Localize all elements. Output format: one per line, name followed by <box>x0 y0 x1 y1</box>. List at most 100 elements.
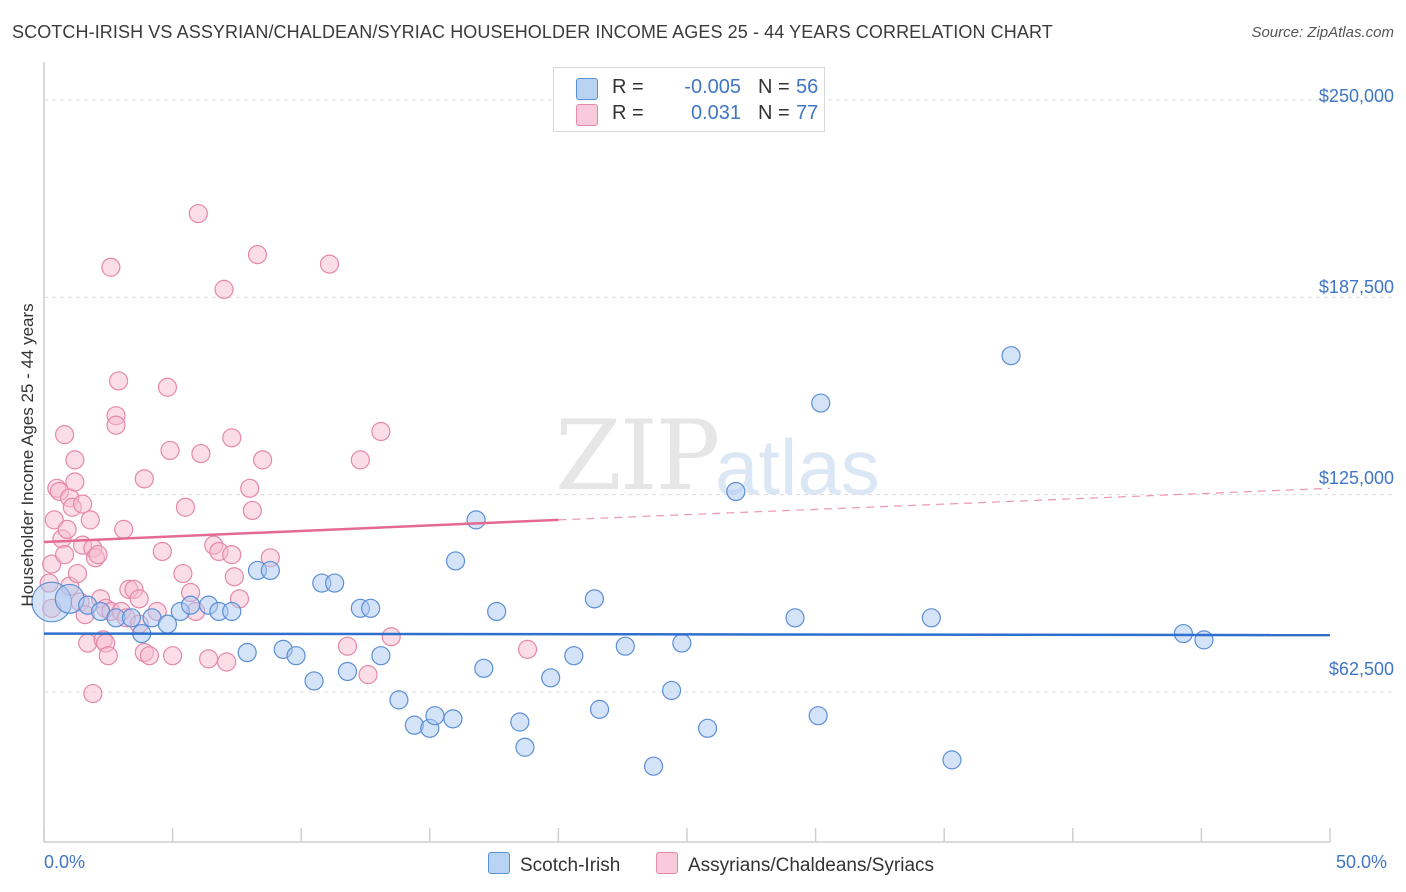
legend-label: Assyrians/Chaldeans/Syriacs <box>688 855 935 876</box>
assyrian-point <box>188 203 208 224</box>
assyrian-point <box>191 443 211 464</box>
n-value: 56 <box>796 76 819 98</box>
r-label: R = <box>612 76 644 98</box>
scotch-irish-point <box>515 737 535 757</box>
y-tick-label: $125,000 <box>1318 468 1394 488</box>
y-tick-label: $250,000 <box>1318 86 1394 106</box>
assyrian-point <box>242 500 262 521</box>
trend-line-assyrian <box>43 518 559 544</box>
stats-legend: R = -0.005 N = 56 R = 0.031 N = 77 <box>553 67 825 132</box>
scotch-irish-point <box>811 393 831 413</box>
scotch-irish-point <box>921 608 941 628</box>
assyrian-point <box>222 428 242 448</box>
assyrian-point <box>517 639 538 659</box>
assyrian-point <box>222 545 242 565</box>
scotch-irish-point <box>564 646 584 666</box>
assyrian-point <box>72 494 93 514</box>
scotch-irish-point <box>726 481 746 502</box>
legend-item-assyrians: Assyrians/Chaldeans/Syriacs <box>656 852 934 877</box>
assyrian-point <box>152 541 172 562</box>
scotch-irish-point <box>541 668 561 688</box>
y-tick-label: $62,500 <box>1328 659 1394 679</box>
assyrian-point <box>65 472 85 492</box>
assyrian-point <box>240 478 260 498</box>
assyrian-point <box>108 371 129 391</box>
scotch-irish-point <box>510 712 530 732</box>
source-label: Source: ZipAtlas.com <box>1251 24 1394 41</box>
assyrian-point <box>101 257 121 277</box>
assyrian-point <box>57 519 77 539</box>
scotch-irish-point <box>643 756 664 776</box>
y-axis-label: Householder Income Ages 25 - 44 years <box>18 303 37 607</box>
watermark-zip: ZIP <box>555 400 720 512</box>
scotch-irish-point <box>361 598 381 618</box>
assyrian-point <box>175 497 196 517</box>
assyrian-point <box>44 510 64 530</box>
scotch-irish-point <box>121 608 142 628</box>
assyrian-point <box>83 683 103 704</box>
scotch-irish-point <box>584 589 605 609</box>
scotch-irish-point <box>1194 630 1214 650</box>
blue-swatch-icon <box>576 78 598 100</box>
r-value: -0.005 <box>684 76 741 98</box>
pink-swatch-icon <box>576 104 598 126</box>
blue-swatch-icon <box>488 852 510 874</box>
r-label: R = <box>612 102 644 124</box>
legend-item-scotch-irish: Scotch-Irish <box>488 852 620 877</box>
scotch-irish-point <box>1173 623 1193 644</box>
scotch-irish-point <box>1001 346 1021 366</box>
assyrian-point <box>199 649 219 669</box>
pink-swatch-icon <box>656 852 678 874</box>
assyrian-point <box>88 545 108 565</box>
x-tick-label-max: 50.0% <box>1336 852 1388 872</box>
assyrian-point <box>217 652 237 672</box>
assyrian-point <box>106 415 126 435</box>
assyrian-point <box>350 450 370 470</box>
assyrian-point <box>358 665 378 685</box>
assyrian-point <box>214 279 234 299</box>
scotch-irish-point <box>697 718 718 738</box>
trend-line-scotch-irish <box>43 632 1331 637</box>
assyrian-point <box>247 245 268 265</box>
scotch-irish-point <box>661 680 682 701</box>
assyrian-point <box>80 510 100 530</box>
assyrian-point <box>163 646 183 666</box>
scotch-irish-point <box>466 510 486 530</box>
n-label: N = <box>758 76 790 98</box>
scotch-irish-point <box>222 601 242 622</box>
chart-title: SCOTCH-IRISH VS ASSYRIAN/CHALDEAN/SYRIAC… <box>12 22 1053 42</box>
scotch-irish-point <box>286 646 306 666</box>
assyrian-point <box>134 469 154 489</box>
scotch-irish-point <box>615 636 635 656</box>
assyrian-point <box>160 440 180 461</box>
n-value: 77 <box>796 102 819 124</box>
assyrian-point <box>371 421 391 442</box>
legend-label: Scotch-Irish <box>520 855 621 876</box>
scotch-irish-point <box>260 560 280 581</box>
scotch-irish-point <box>237 642 257 663</box>
scotch-irish-point <box>371 646 391 666</box>
x-tick-label-min: 0.0% <box>44 852 86 872</box>
assyrian-point <box>129 589 149 609</box>
scotch-irish-point <box>337 661 358 682</box>
assyrian-point <box>173 563 193 584</box>
scotch-irish-point <box>808 706 828 726</box>
scotch-irish-point <box>304 671 324 691</box>
r-value: 0.031 <box>690 102 741 124</box>
scotch-irish-point <box>389 690 409 710</box>
scotch-irish-point <box>487 601 507 622</box>
scotch-irish-point <box>785 608 805 628</box>
assyrian-point <box>67 563 88 584</box>
scotch-irish-point <box>445 551 466 571</box>
scotch-irish-point <box>589 699 610 719</box>
scotch-irish-point <box>325 573 345 593</box>
assyrian-point <box>42 554 62 574</box>
y-tick-label: $187,500 <box>1318 277 1394 297</box>
assyrian-point <box>65 450 85 470</box>
assyrian-point <box>157 377 178 397</box>
assyrian-point <box>78 633 98 653</box>
assyrian-point <box>54 425 75 445</box>
assyrian-point <box>319 254 340 274</box>
assyrian-point <box>98 646 118 666</box>
